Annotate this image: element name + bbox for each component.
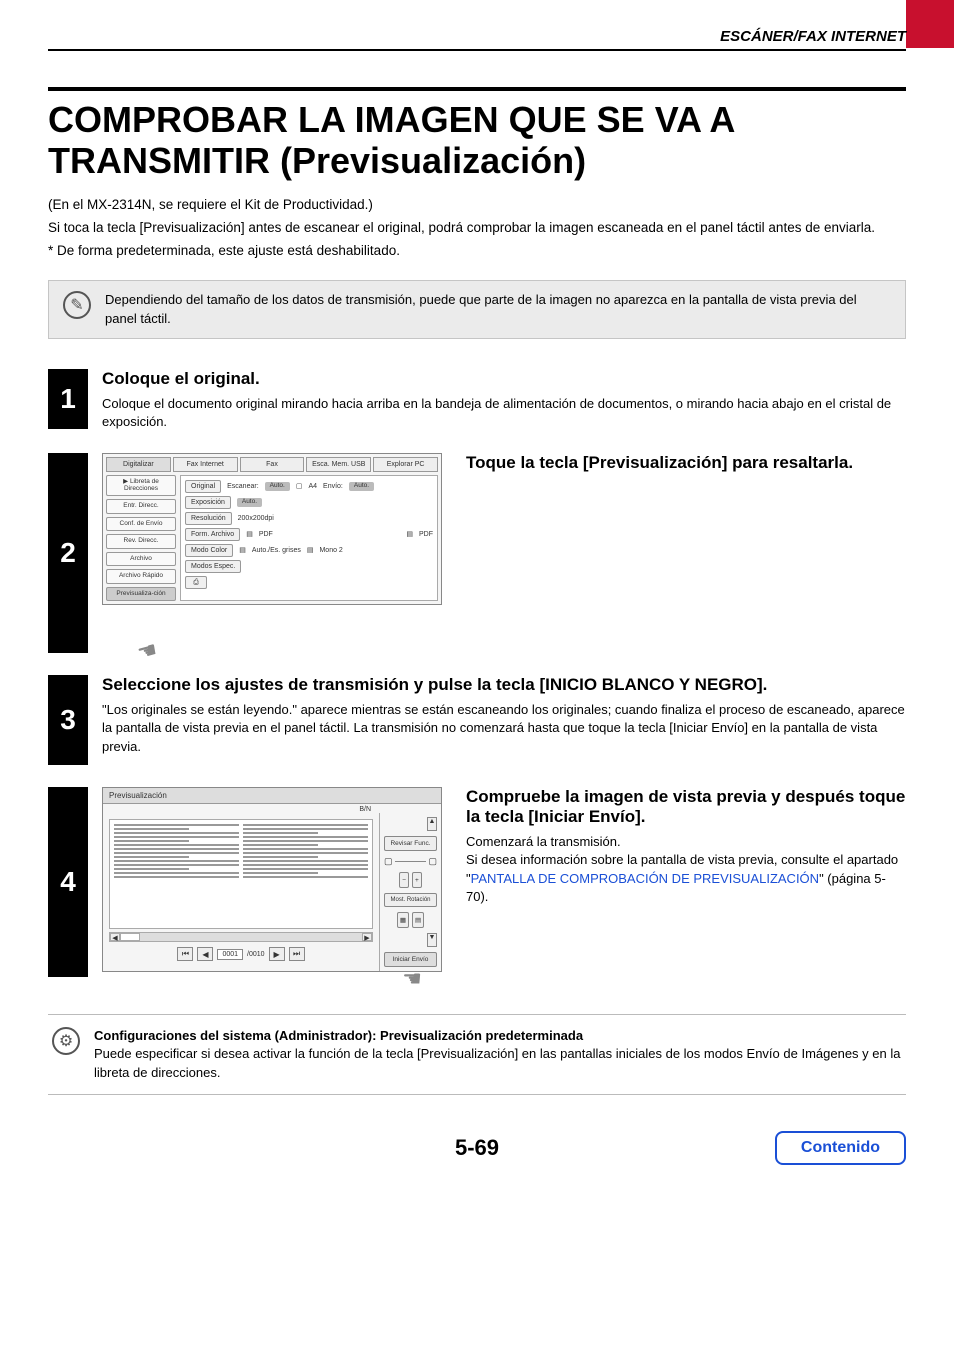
sidebar-conf-envio[interactable]: Conf. de Envío: [106, 517, 176, 532]
preview-screen-link[interactable]: PANTALLA DE COMPROBACIÓN DE PREVISUALIZA…: [471, 871, 819, 886]
label-size: A4: [308, 483, 317, 490]
zoom-out-button[interactable]: −: [399, 872, 409, 888]
preview-pager: ⏮ ◀ 0001 /0010 ▶ ⏭: [109, 947, 373, 961]
preview-page: [109, 819, 373, 929]
step-4-text-1: Comenzará la transmisión.: [466, 833, 906, 851]
sidebar-rev-direcc[interactable]: Rev. Direcc.: [106, 534, 176, 549]
step-4: 4 Previsualización B/N: [48, 787, 906, 992]
panel-sidebar: ▶ Libreta de Direcciones Entr. Direcc. C…: [106, 475, 176, 601]
label-color-2: Mono 2: [319, 547, 342, 554]
btn-iniciar-envio[interactable]: Iniciar Envío: [384, 952, 437, 967]
admin-config-box: ⚙ Configuraciones del sistema (Administr…: [48, 1014, 906, 1095]
sidebar-entr-direcc[interactable]: Entr. Direcc.: [106, 499, 176, 514]
admin-text: Puede especificar si desea activar la fu…: [94, 1046, 900, 1079]
preview-mode: B/N: [103, 804, 441, 813]
tab-digitalizar[interactable]: Digitalizar: [106, 457, 171, 472]
slider-track: [395, 861, 427, 867]
sidebar-label: Libreta de Direcciones: [124, 478, 159, 492]
label-color-1: Auto./Es. grises: [252, 547, 301, 554]
chip-escanear-auto: Auto.: [265, 482, 290, 492]
label-pdf-1: PDF: [259, 531, 273, 538]
btn-most-rotacion[interactable]: Most. Rotación: [384, 893, 437, 907]
color-icon: ▤: [239, 547, 246, 554]
btn-revisar-func[interactable]: Revisar Func.: [384, 836, 437, 851]
page-footer: 5-69 Contenido: [48, 1135, 906, 1161]
mono-icon: ▤: [307, 547, 314, 554]
step-3-text: "Los originales se están leyendo." apare…: [102, 701, 906, 756]
section-header: ESCÁNER/FAX INTERNET: [48, 28, 906, 51]
tab-usb[interactable]: Esca. Mem. USB: [306, 457, 371, 472]
scroll-down-icon[interactable]: ▼: [427, 933, 437, 947]
view-mode-1-button[interactable]: ▦: [397, 912, 409, 928]
zoom-in-button[interactable]: +: [412, 872, 422, 888]
step-1-text: Coloque el documento original mirando ha…: [102, 395, 906, 431]
pager-total: /0010: [247, 951, 265, 958]
btn-formato[interactable]: Form. Archivo: [185, 528, 240, 541]
scroll-left-icon[interactable]: ◀: [110, 933, 120, 941]
scroll-thumb[interactable]: [120, 933, 140, 941]
step-4-title: Compruebe la imagen de vista previa y de…: [466, 787, 906, 827]
btn-exposicion[interactable]: Exposición: [185, 496, 231, 509]
chip-exposicion: Auto.: [237, 498, 262, 508]
preview-panel-mock: Previsualización B/N: [102, 787, 442, 972]
contents-button[interactable]: Contenido: [775, 1131, 906, 1165]
btn-resolucion[interactable]: Resolución: [185, 512, 232, 525]
btn-original[interactable]: Original: [185, 480, 221, 493]
page-title: COMPROBAR LA IMAGEN QUE SE VA A TRANSMIT…: [48, 99, 906, 182]
size-icon: ▢: [296, 483, 303, 490]
note-box: ✎ Dependiendo del tamaño de los datos de…: [48, 280, 906, 338]
scroll-up-icon[interactable]: ▲: [427, 817, 437, 831]
label-envio: Envío:: [323, 483, 343, 490]
scroll-right-icon[interactable]: ▶: [362, 933, 372, 941]
tab-fax-internet[interactable]: Fax Internet: [173, 457, 238, 472]
pager-first-button[interactable]: ⏮: [177, 947, 193, 961]
step-4-text-2: Si desea información sobre la pantalla d…: [466, 851, 906, 906]
step-2: 2 Digitalizar Fax Internet Fax Esca. Mem…: [48, 453, 906, 653]
step-1: 1 Coloque el original. Coloque el docume…: [48, 369, 906, 431]
file-icon: ▤: [246, 531, 253, 538]
step-2-title: Toque la tecla [Previsualización] para r…: [466, 453, 906, 473]
title-rule: [48, 87, 906, 91]
step-number: 1: [48, 369, 88, 429]
btn-modo-color[interactable]: Modo Color: [185, 544, 233, 557]
label-resolucion-val: 200x200dpi: [238, 515, 274, 522]
step-number: 2: [48, 453, 88, 653]
intro-line-2: Si toca la tecla [Previsualización] ante…: [48, 219, 906, 238]
sidebar-archivo[interactable]: Archivo: [106, 552, 176, 567]
tab-explorar-pc[interactable]: Explorar PC: [373, 457, 438, 472]
intro-line-3: * De forma predeterminada, este ajuste e…: [48, 242, 906, 261]
btn-preview-icon[interactable]: ⎙: [185, 576, 207, 589]
page-container: ESCÁNER/FAX INTERNET COMPROBAR LA IMAGEN…: [0, 0, 954, 1209]
view-mode-2-button[interactable]: ▤: [412, 912, 424, 928]
note-icon: ✎: [63, 291, 91, 319]
page-number: 5-69: [455, 1135, 499, 1161]
file-icon-2: ▤: [406, 531, 413, 538]
step-3: 3 Seleccione los ajustes de transmisión …: [48, 675, 906, 765]
step-1-title: Coloque el original.: [102, 369, 906, 389]
pager-next-button[interactable]: ▶: [269, 947, 285, 961]
btn-modos-espec[interactable]: Modos Espec.: [185, 560, 241, 573]
admin-title: Configuraciones del sistema (Administrad…: [94, 1028, 583, 1043]
chip-envio-auto: Auto.: [349, 482, 374, 492]
step-number: 3: [48, 675, 88, 765]
pager-current: 0001: [217, 949, 243, 960]
gear-icon: ⚙: [52, 1027, 80, 1055]
step-number: 4: [48, 787, 88, 977]
preview-title: Previsualización: [103, 788, 441, 804]
step-3-title: Seleccione los ajustes de transmisión y …: [102, 675, 906, 695]
intro-line-1: (En el MX-2314N, se requiere el Kit de P…: [48, 196, 906, 215]
pager-prev-button[interactable]: ◀: [197, 947, 213, 961]
label-pdf-2: PDF: [419, 531, 433, 538]
preview-hscroll[interactable]: ◀ ▶: [109, 932, 373, 942]
tab-fax[interactable]: Fax: [240, 457, 305, 472]
sidebar-previsualizacion[interactable]: Previsualiza-ción: [106, 587, 176, 602]
page-icon-right: ▢: [428, 856, 437, 867]
page-icon-left: ▢: [384, 856, 393, 867]
sidebar-libreta[interactable]: ▶ Libreta de Direcciones: [106, 475, 176, 496]
note-text: Dependiendo del tamaño de los datos de t…: [105, 291, 891, 327]
pager-last-button[interactable]: ⏭: [289, 947, 305, 961]
label-escanear: Escanear:: [227, 483, 259, 490]
sidebar-archivo-rapido[interactable]: Archivo Rápido: [106, 569, 176, 584]
panel-tabs: Digitalizar Fax Internet Fax Esca. Mem. …: [106, 457, 438, 472]
